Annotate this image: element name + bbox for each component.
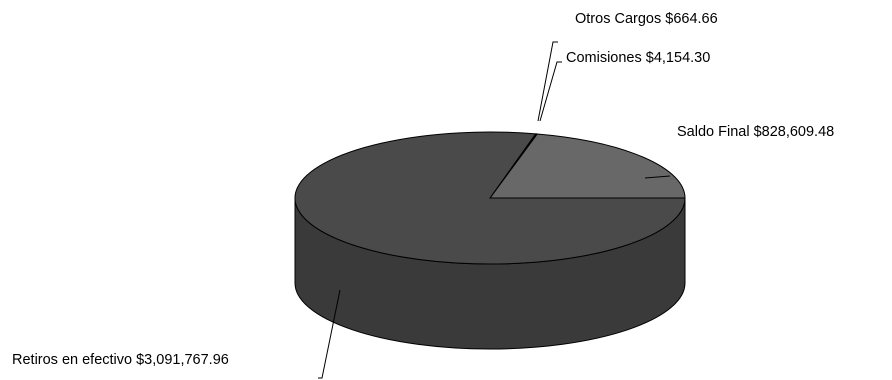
slice-label-saldo-final: Saldo Final $828,609.48 bbox=[677, 124, 834, 140]
slice-label-otros-cargos: Otros Cargos $664.66 bbox=[575, 11, 718, 27]
slice-label-comisiones: Comisiones $4,154.30 bbox=[566, 50, 710, 66]
pie-slice-retiros-en-efectivo bbox=[294, 131, 686, 265]
leader-line-comisiones bbox=[539, 61, 562, 122]
leader-line-otros-cargos bbox=[537, 41, 558, 122]
slice-label-retiros: Retiros en efectivo $3,091,767.96 bbox=[12, 352, 229, 368]
leader-line-saldo-final bbox=[644, 175, 671, 179]
pie-slice-saldo-final bbox=[489, 133, 686, 199]
leader-line-retiros bbox=[318, 289, 341, 379]
